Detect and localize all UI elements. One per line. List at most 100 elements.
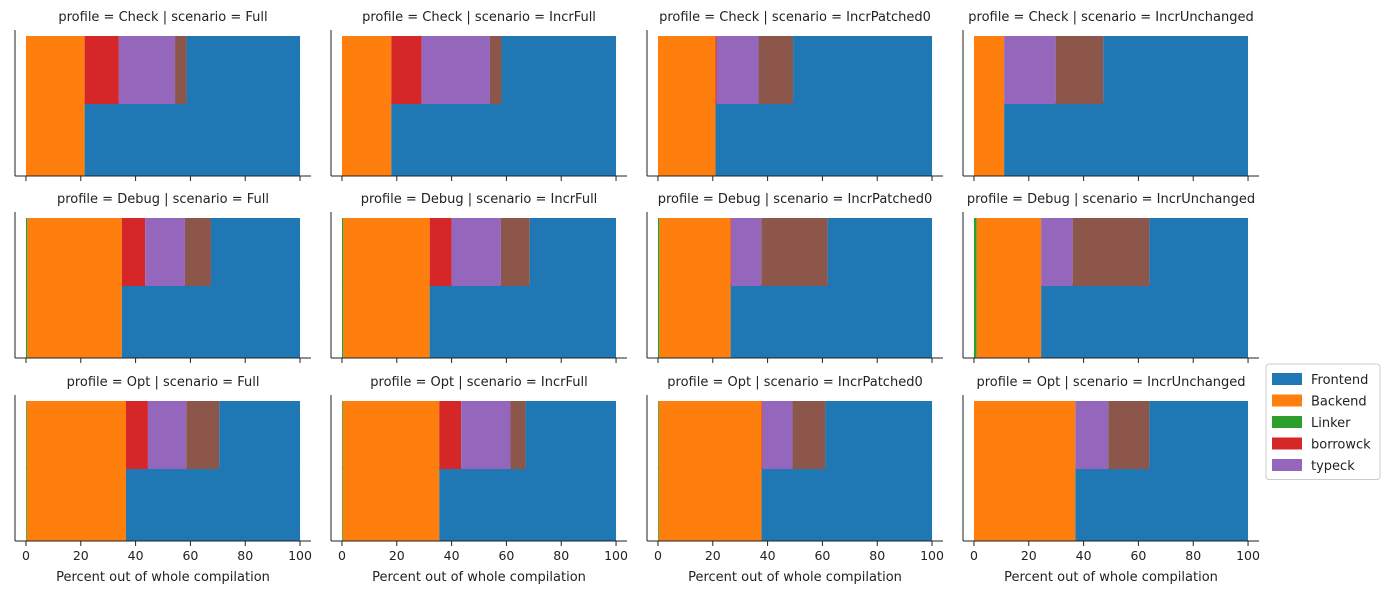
bar-upper-frontend [793,36,933,104]
bar-upper-backend [973,401,1076,469]
bar-upper-frontend [186,36,301,104]
bar-upper-typeck [421,36,490,104]
bar-frontend [715,102,933,176]
bar-frontend [126,467,301,541]
panel-check-full: profile = Check | scenario = Full [14,10,311,181]
panel-debug-incrpatched0: profile = Debug | scenario = IncrPatched… [646,192,943,363]
legend-label-backend: Backend [1311,395,1367,410]
panel-title: profile = Debug | scenario = Full [57,192,269,207]
bar-backend [976,284,1042,358]
bar-upper-backend [658,401,762,469]
panel-title: profile = Opt | scenario = Full [67,375,260,390]
bar-upper-linker [341,401,343,469]
bar-upper-frontend [525,401,617,469]
bar-upper-backend [976,218,1042,286]
bar-upper-other [1072,218,1150,286]
panel-check-incrpatched0: profile = Check | scenario = IncrPatched… [646,10,943,181]
bar-backend [658,467,762,541]
x-tick-label: 40 [128,548,144,563]
x-axis-label: Percent out of whole compilation [1004,570,1218,585]
bar-backend [25,102,85,176]
x-tick-label: 40 [1076,548,1092,563]
x-tick-label: 60 [1130,548,1146,563]
x-tick-label: 0 [654,548,662,563]
x-tick-label: 40 [444,548,460,563]
bar-upper-backend [659,218,731,286]
bar-upper-linker [973,218,977,286]
bar-frontend [1075,467,1249,541]
x-tick-label: 60 [182,548,198,563]
bar-backend [659,284,731,358]
legend-label-borrowck: borrowck [1311,438,1371,453]
x-tick-label: 80 [237,548,253,563]
x-axis-label: Percent out of whole compilation [372,570,586,585]
bar-frontend [84,102,301,176]
bar-upper-linker [341,218,344,286]
x-tick-label: 20 [73,548,89,563]
bar-upper-other [500,218,530,286]
bar-upper-frontend [219,401,301,469]
x-tick-label: 100 [920,548,944,563]
bar-upper-linker [657,218,660,286]
panel-opt-incrfull: profile = Opt | scenario = IncrFull 0 20 40… [330,375,628,585]
legend-label-typeck: typeck [1311,459,1355,474]
bar-upper-frontend [827,218,933,286]
bar-upper-other [758,36,794,104]
bar-upper-backend [657,36,716,104]
bar-upper-borrowck [391,36,422,104]
bar-upper-borrowck [121,218,146,286]
bar-upper-frontend [1149,218,1249,286]
bar-upper-other [186,401,220,469]
x-tick-label: 20 [705,548,721,563]
bar-upper-typeck [762,401,793,469]
legend-swatch-typeck [1272,459,1302,471]
bar-backend [657,102,716,176]
bar-frontend [391,102,617,176]
x-tick-label: 100 [1236,548,1260,563]
bar-upper-borrowck [730,218,732,286]
panel-debug-full: profile = Debug | scenario = Full [14,192,311,363]
legend-swatch-linker [1272,416,1302,428]
bar-frontend [1004,102,1249,176]
bar-backend [973,467,1076,541]
bar-upper-typeck [145,218,185,286]
legend-swatch-backend [1272,394,1302,407]
x-tick-label: 80 [1185,548,1201,563]
x-axis-label: Percent out of whole compilation [56,570,270,585]
x-tick-label: 100 [288,548,312,563]
bar-upper-typeck [716,36,759,104]
bar-upper-other [510,401,526,469]
legend-label-linker: Linker [1311,416,1351,431]
bar-frontend [730,284,933,358]
bar-frontend [761,467,933,541]
panel-title: profile = Check | scenario = IncrFull [362,10,596,25]
bar-upper-other [792,401,826,469]
panel-title: profile = Opt | scenario = IncrUnchanged [976,375,1245,390]
bar-upper-typeck [118,36,176,104]
bar-upper-borrowck [761,401,763,469]
panel-title: profile = Debug | scenario = IncrPatched… [658,192,933,207]
legend-label-frontend: Frontend [1311,373,1368,388]
bar-upper-borrowck [84,36,119,104]
bar-upper-typeck [461,401,511,469]
bar-upper-linker [25,218,28,286]
panels-layer: profile = Check | scenario = Full profile… [14,10,1260,585]
bar-backend [973,102,1005,176]
x-tick-label: 0 [970,548,978,563]
bar-backend [343,284,430,358]
bar-upper-borrowck [429,218,452,286]
x-tick-label: 0 [22,548,30,563]
legend-frame [1265,363,1381,480]
panel-title: profile = Check | scenario = IncrUnchang… [968,10,1253,25]
bar-frontend [121,284,301,358]
bar-frontend [439,467,617,541]
bar-upper-frontend [529,218,617,286]
bar-upper-other [184,218,211,286]
panel-title: profile = Check | scenario = IncrPatched… [659,10,931,25]
bar-upper-backend [26,401,126,469]
panel-opt-incrunchanged: profile = Opt | scenario = IncrUnchanged… [962,375,1260,585]
bar-upper-other [1108,401,1150,469]
bar-upper-borrowck [439,401,462,469]
x-tick-label: 0 [338,548,346,563]
panel-check-incrfull: profile = Check | scenario = IncrFull [330,10,627,181]
